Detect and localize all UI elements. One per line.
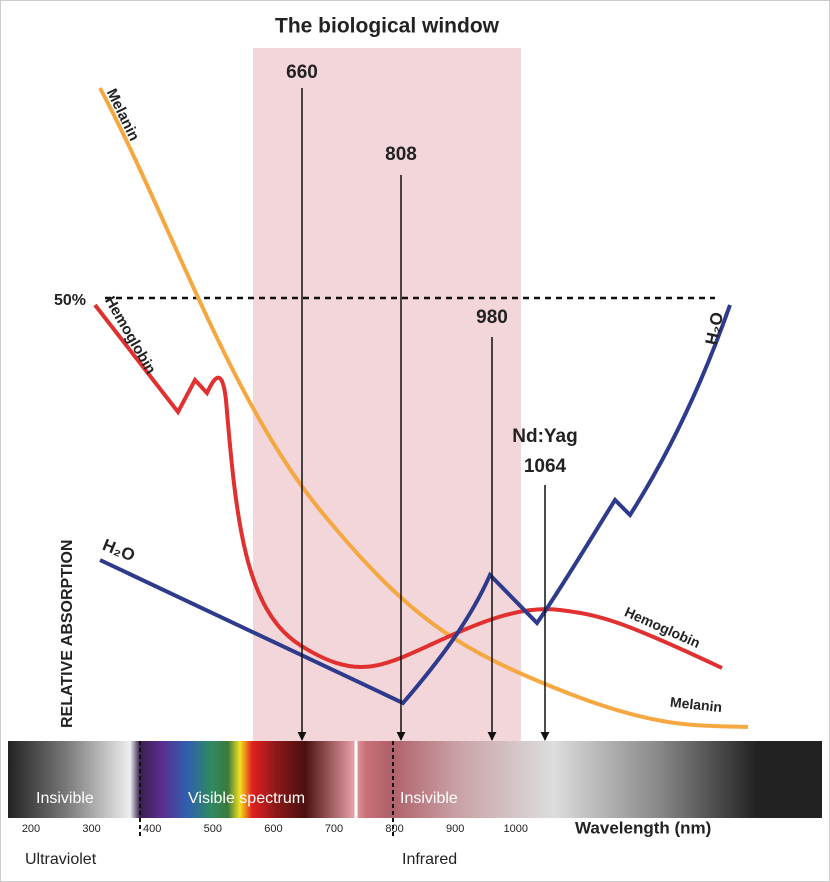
spectrum-bar [8, 741, 822, 818]
marker-label: Nd:Yag [512, 426, 577, 447]
marker-label: 808 [385, 144, 417, 165]
spectrum-label: Insivible [36, 790, 94, 807]
x-tick-label: 900 [446, 823, 464, 835]
curve-label: Melanin [669, 694, 723, 715]
spectrum-label: Visible spectrum [188, 790, 305, 807]
water-curve [99, 304, 732, 706]
x-tick-label: 800 [385, 823, 403, 835]
curve-label: Hemoglobin [101, 293, 159, 377]
x-tick-label: 200 [22, 823, 40, 835]
x-tick-label: 400 [143, 823, 161, 835]
marker-label: 980 [476, 307, 508, 328]
x-tick-label: 700 [325, 823, 343, 835]
reference-label: 50% [54, 292, 86, 309]
region-label: Ultraviolet [25, 851, 97, 868]
x-tick-label: 1000 [504, 823, 528, 835]
x-tick-label: 600 [264, 823, 282, 835]
title: The biological window [275, 15, 500, 38]
x-axis-label: Wavelength (nm) [575, 818, 711, 837]
hemoglobin-curve [93, 303, 723, 670]
curve-label: H₂O [702, 310, 727, 346]
melanin-curve [98, 87, 749, 729]
x-tick-label: 500 [204, 823, 222, 835]
x-tick-label: 300 [82, 823, 100, 835]
region-label: Infrared [402, 851, 457, 868]
y-axis-label: RELATIVE ABSORPTION [59, 540, 76, 728]
x-ticks: 200 300 400 500 600 700 800 900 1000 [22, 823, 528, 835]
marker-label: 660 [286, 62, 318, 83]
marker-label: 1064 [524, 456, 567, 477]
spectrum-label: Insivible [400, 790, 458, 807]
